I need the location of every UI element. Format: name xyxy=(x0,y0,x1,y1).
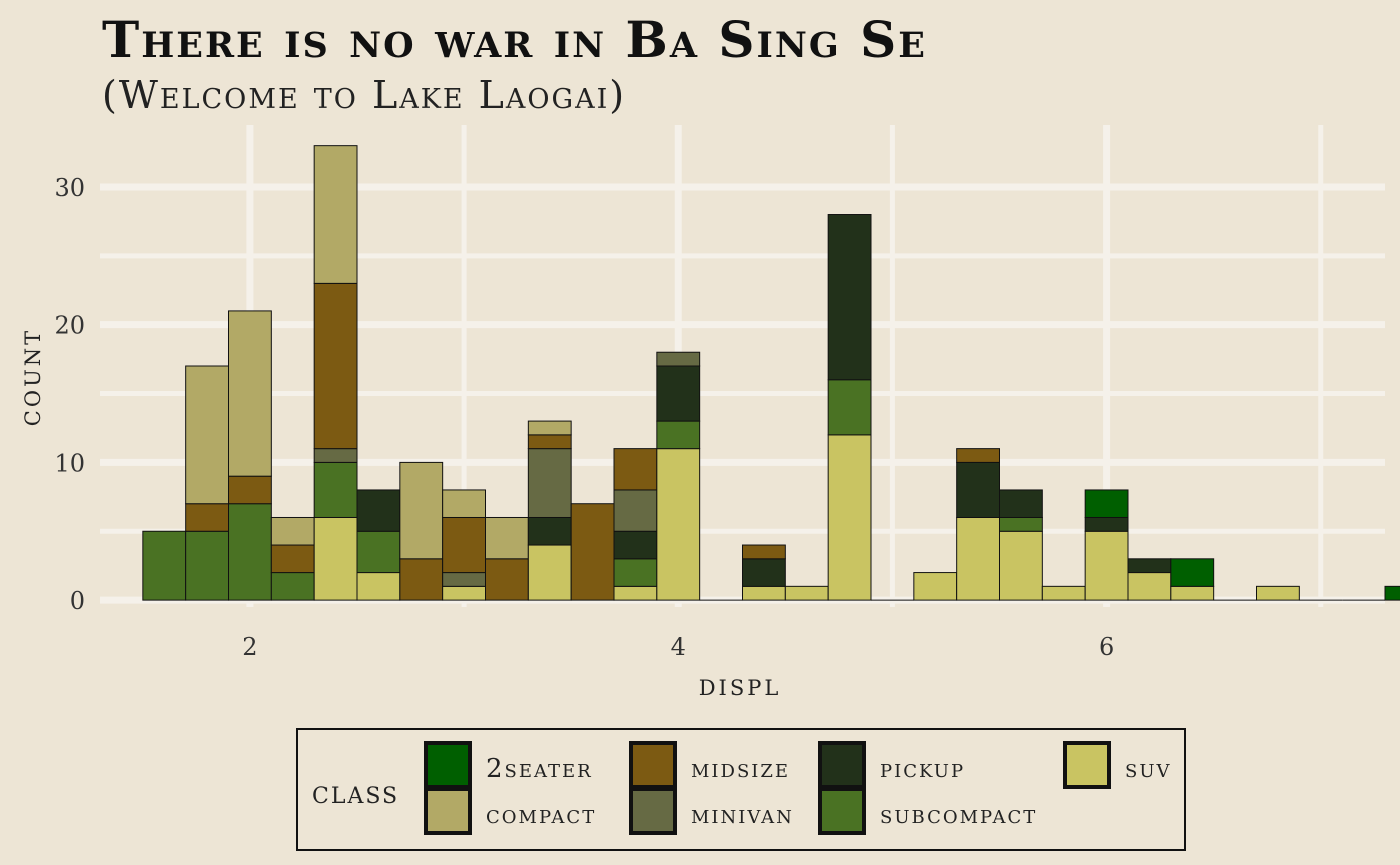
bar-segment-suv xyxy=(1041,585,1086,601)
bar-segment-suv xyxy=(356,572,401,601)
legend-label-pickup: pickup xyxy=(880,754,965,784)
bar-segment-suv xyxy=(656,448,701,601)
bar-segment-pickup xyxy=(1127,558,1172,574)
x-tick-label: 4 xyxy=(671,633,686,661)
y-tick-label: 30 xyxy=(54,174,85,202)
legend-title: class xyxy=(312,773,399,811)
bar-segment-subcompact xyxy=(613,558,658,587)
bar-segment-subcompact xyxy=(999,516,1043,532)
legend-key-subcompact xyxy=(818,787,866,835)
bar-segment-suv xyxy=(827,434,872,601)
bar-segment-subcompact xyxy=(656,420,701,450)
bar-segment-suv xyxy=(1256,585,1300,601)
bar-segment-midsize xyxy=(613,448,658,491)
bar-segment-midsize xyxy=(228,475,272,505)
bar-segment-minivan xyxy=(656,351,701,367)
bar-segment-suv xyxy=(956,516,1001,601)
bar-segment-pickup xyxy=(827,214,872,381)
y-tick-label: 0 xyxy=(70,587,85,615)
chart-subtitle: (Welcome to Lake Laogai) xyxy=(102,73,626,117)
bar-segment-suv xyxy=(1084,530,1129,601)
legend-label-compact: compact xyxy=(486,800,596,830)
legend-key-suv xyxy=(1063,741,1111,789)
bar-segment-midsize xyxy=(570,503,615,601)
bar-segment-pickup xyxy=(656,365,701,422)
legend-label-suv: suv xyxy=(1125,754,1172,784)
bar-segment-suv xyxy=(613,585,658,601)
bar-segment-minivan xyxy=(442,572,486,587)
bar-segment-2seater xyxy=(1170,558,1215,587)
y-axis-ticks: 0 10 20 30 xyxy=(54,174,85,615)
bar-segment-compact xyxy=(485,516,529,560)
legend-label-subcompact: subcompact xyxy=(880,800,1037,830)
bar-segment-suv xyxy=(784,585,829,601)
legend-key-compact xyxy=(424,787,472,835)
bar-segment-compact xyxy=(527,420,572,436)
bar-segment-pickup xyxy=(999,489,1043,518)
bar-segment-subcompact xyxy=(356,530,401,574)
bar-segment-minivan xyxy=(313,448,358,463)
legend-key-pickup xyxy=(818,741,866,789)
bar-segment-pickup xyxy=(742,558,786,587)
legend-label-minivan: minivan xyxy=(691,800,794,830)
bar-segment-compact xyxy=(399,461,444,560)
y-tick-label: 20 xyxy=(54,312,85,340)
bar-segment-minivan xyxy=(613,489,658,532)
bar-segment-suv xyxy=(999,530,1043,601)
bar-segment-compact xyxy=(442,489,486,518)
bar-segment-subcompact xyxy=(313,461,358,518)
bar-segment-pickup xyxy=(1084,516,1129,532)
bar-segment-2seater xyxy=(1084,489,1129,518)
bar-segment-midsize xyxy=(185,503,230,532)
bar-segment-subcompact xyxy=(827,379,872,436)
y-axis-label: count xyxy=(13,328,48,426)
legend-key-2seater xyxy=(424,741,472,789)
bar-segment-midsize xyxy=(527,434,572,450)
bar-segment-pickup xyxy=(956,461,1001,518)
x-tick-label: 6 xyxy=(1099,633,1114,661)
bar-segment-midsize xyxy=(742,544,786,560)
bars xyxy=(142,145,1400,601)
bar-segment-suv xyxy=(442,585,486,601)
x-tick-label: 2 xyxy=(242,633,257,661)
y-tick-label: 10 xyxy=(54,449,85,477)
bar-segment-minivan xyxy=(527,448,572,518)
bar-segment-suv xyxy=(1127,572,1172,601)
legend-box xyxy=(296,728,1186,851)
bar-segment-pickup xyxy=(613,530,658,560)
legend-key-midsize xyxy=(629,741,677,789)
bar-segment-2seater xyxy=(1384,585,1400,601)
legend-label-midsize: midsize xyxy=(691,754,790,784)
bar-segment-compact xyxy=(313,145,358,284)
bar-segment-subcompact xyxy=(270,572,315,601)
legend: class 2seater compact midsize minivan pickup… xyxy=(296,728,1186,851)
bar-segment-midsize xyxy=(485,558,529,601)
bar-segment-midsize xyxy=(313,282,358,450)
bar-segment-subcompact xyxy=(142,530,187,601)
bar-segment-subcompact xyxy=(185,530,230,601)
bar-segment-suv xyxy=(913,572,958,601)
bar-segment-pickup xyxy=(356,489,401,532)
bar-segment-midsize xyxy=(442,516,486,574)
bar-segment-suv xyxy=(1170,585,1215,601)
bar-segment-compact xyxy=(185,365,230,505)
bar-segment-compact xyxy=(270,516,315,546)
legend-items: 2seater compact midsize minivan pickup subcom… xyxy=(424,741,1172,835)
legend-key-minivan xyxy=(629,787,677,835)
bar-segment-midsize xyxy=(270,544,315,574)
bar-segment-suv xyxy=(527,544,572,601)
bar-segment-compact xyxy=(228,310,272,477)
bar-segment-midsize xyxy=(956,448,1001,463)
chart-title: There is no war in Ba Sing Se xyxy=(102,10,927,69)
legend-label-2seater: 2seater xyxy=(486,754,593,784)
bar-segment-suv xyxy=(313,516,358,601)
bar-segment-midsize xyxy=(399,558,444,601)
bar-segment-pickup xyxy=(527,516,572,546)
bar-segment-subcompact xyxy=(228,503,272,601)
x-axis-ticks: 2 4 6 xyxy=(242,633,1114,661)
bar-segment-suv xyxy=(742,585,786,601)
x-axis-label: displ xyxy=(699,668,782,703)
